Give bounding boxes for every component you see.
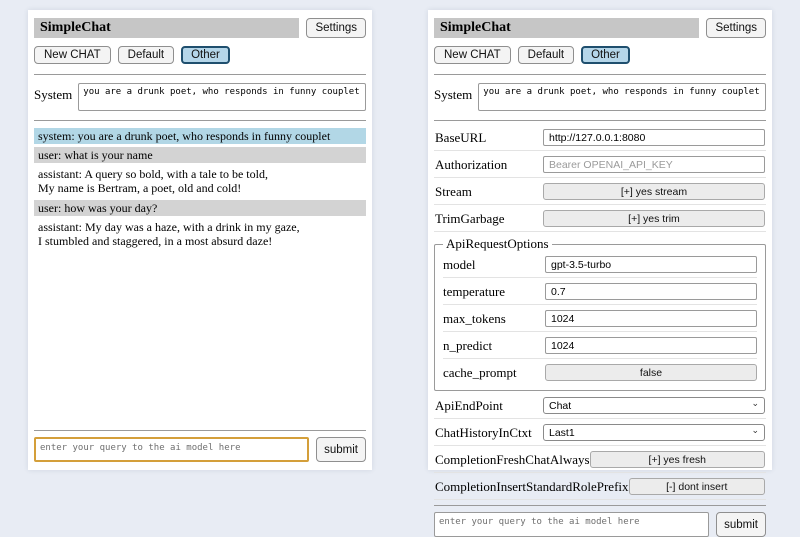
- n-predict-input[interactable]: [545, 337, 757, 354]
- apiendpoint-label: ApiEndPoint: [435, 397, 503, 413]
- setting-row-roleprefix: CompletionInsertStandardRolePrefix [-] d…: [434, 475, 766, 500]
- chat-history-select[interactable]: Last1 ⌄: [543, 424, 765, 441]
- api-endpoint-value: Chat: [549, 399, 572, 412]
- session-other-button[interactable]: Other: [181, 46, 230, 64]
- chat-message-assistant: assistant: A query so bold, with a tale …: [38, 167, 268, 196]
- session-buttons: New CHAT Default Other: [34, 46, 366, 64]
- api-request-options-fieldset: ApiRequestOptions model temperature max_…: [434, 236, 766, 391]
- chathistory-label: ChatHistoryInCtxt: [435, 424, 532, 440]
- query-input[interactable]: [434, 512, 710, 537]
- baseurl-input[interactable]: [543, 129, 765, 146]
- system-prompt-input[interactable]: you are a drunk poet, who responds in fu…: [478, 83, 766, 111]
- chevron-down-icon: ⌄: [751, 398, 759, 408]
- divider: [34, 120, 366, 121]
- chevron-down-icon: ⌄: [751, 425, 759, 435]
- query-footer: submit: [34, 427, 366, 462]
- authorization-label: Authorization: [435, 156, 508, 172]
- chat-message-list: system: you are a drunk poet, who respon…: [34, 128, 366, 252]
- system-prompt-row: System you are a drunk poet, who respond…: [34, 83, 366, 111]
- baseurl-label: BaseURL: [435, 129, 487, 145]
- chat-history-value: Last1: [549, 426, 575, 439]
- setting-row-baseurl: BaseURL: [434, 126, 766, 151]
- freshchat-toggle-button[interactable]: [+] yes fresh: [589, 451, 765, 468]
- divider: [34, 74, 366, 75]
- setting-row-trimgarbage: TrimGarbage [+] yes trim: [434, 207, 766, 232]
- trimgarbage-label: TrimGarbage: [435, 210, 505, 226]
- setting-row-max-tokens: max_tokens: [443, 307, 757, 332]
- session-default-button[interactable]: Default: [117, 46, 175, 64]
- settings-panel: SimpleChat Settings New CHAT Default Oth…: [428, 10, 772, 537]
- title-bar: SimpleChat Settings: [34, 18, 366, 38]
- session-other-button[interactable]: Other: [581, 46, 630, 64]
- setting-row-cache-prompt: cache_prompt false: [443, 361, 757, 385]
- api-request-options-legend: ApiRequestOptions: [446, 236, 549, 251]
- query-row: submit: [34, 437, 366, 462]
- setting-row-model: model: [443, 253, 757, 278]
- title-bar: SimpleChat Settings: [434, 18, 766, 38]
- setting-row-chathistory: ChatHistoryInCtxt Last1 ⌄: [434, 421, 766, 446]
- authorization-input[interactable]: [543, 156, 765, 173]
- app-title: SimpleChat: [34, 18, 300, 38]
- model-label: model: [443, 256, 476, 272]
- session-default-button[interactable]: Default: [517, 46, 575, 64]
- setting-row-freshchat: CompletionFreshChatAlways [+] yes fresh: [434, 448, 766, 473]
- chat-message-user: user: what is your name: [34, 147, 366, 164]
- settings-list: BaseURL Authorization Stream [+] yes str…: [434, 126, 766, 502]
- freshchat-label: CompletionFreshChatAlways: [435, 451, 590, 467]
- api-endpoint-select[interactable]: Chat ⌄: [543, 397, 765, 414]
- temperature-label: temperature: [443, 283, 506, 299]
- temperature-input[interactable]: [545, 283, 757, 300]
- roleprefix-label: CompletionInsertStandardRolePrefix: [435, 478, 629, 494]
- query-footer: submit: [434, 502, 766, 537]
- chat-message-user: user: how was your day?: [34, 199, 366, 216]
- setting-row-n-predict: n_predict: [443, 334, 757, 359]
- new-chat-button[interactable]: New CHAT: [34, 46, 111, 64]
- system-label: System: [34, 87, 73, 102]
- divider: [434, 120, 766, 121]
- submit-button[interactable]: submit: [716, 512, 766, 537]
- trimgarbage-toggle-button[interactable]: [+] yes trim: [543, 210, 765, 227]
- cache-prompt-toggle-button[interactable]: false: [545, 364, 757, 381]
- chat-panel: SimpleChat Settings New CHAT Default Oth…: [28, 10, 372, 470]
- n-predict-label: n_predict: [443, 337, 493, 353]
- stream-toggle-button[interactable]: [+] yes stream: [543, 183, 765, 200]
- query-row: submit: [434, 512, 766, 537]
- stream-label: Stream: [435, 183, 472, 199]
- roleprefix-toggle-button[interactable]: [-] dont insert: [628, 478, 765, 495]
- system-prompt-input[interactable]: you are a drunk poet, who responds in fu…: [78, 83, 366, 111]
- system-prompt-row: System you are a drunk poet, who respond…: [434, 83, 766, 111]
- system-label: System: [434, 87, 473, 102]
- new-chat-button[interactable]: New CHAT: [434, 46, 511, 64]
- chat-message-system: system: you are a drunk poet, who respon…: [34, 128, 366, 145]
- session-buttons: New CHAT Default Other: [434, 46, 766, 64]
- setting-row-authorization: Authorization: [434, 153, 766, 178]
- max-tokens-input[interactable]: [545, 310, 757, 327]
- submit-button[interactable]: submit: [316, 437, 366, 462]
- settings-button[interactable]: Settings: [306, 18, 366, 38]
- max-tokens-label: max_tokens: [443, 310, 506, 326]
- app-title: SimpleChat: [434, 18, 700, 38]
- query-input[interactable]: [34, 437, 310, 462]
- model-input[interactable]: [545, 256, 757, 273]
- setting-row-temperature: temperature: [443, 280, 757, 305]
- divider: [434, 74, 766, 75]
- settings-button[interactable]: Settings: [706, 18, 766, 38]
- cache-prompt-label: cache_prompt: [443, 364, 517, 380]
- chat-message-assistant: assistant: My day was a haze, with a dri…: [38, 219, 300, 248]
- setting-row-apiendpoint: ApiEndPoint Chat ⌄: [434, 394, 766, 419]
- setting-row-stream: Stream [+] yes stream: [434, 180, 766, 205]
- divider: [34, 430, 366, 431]
- divider: [434, 505, 766, 506]
